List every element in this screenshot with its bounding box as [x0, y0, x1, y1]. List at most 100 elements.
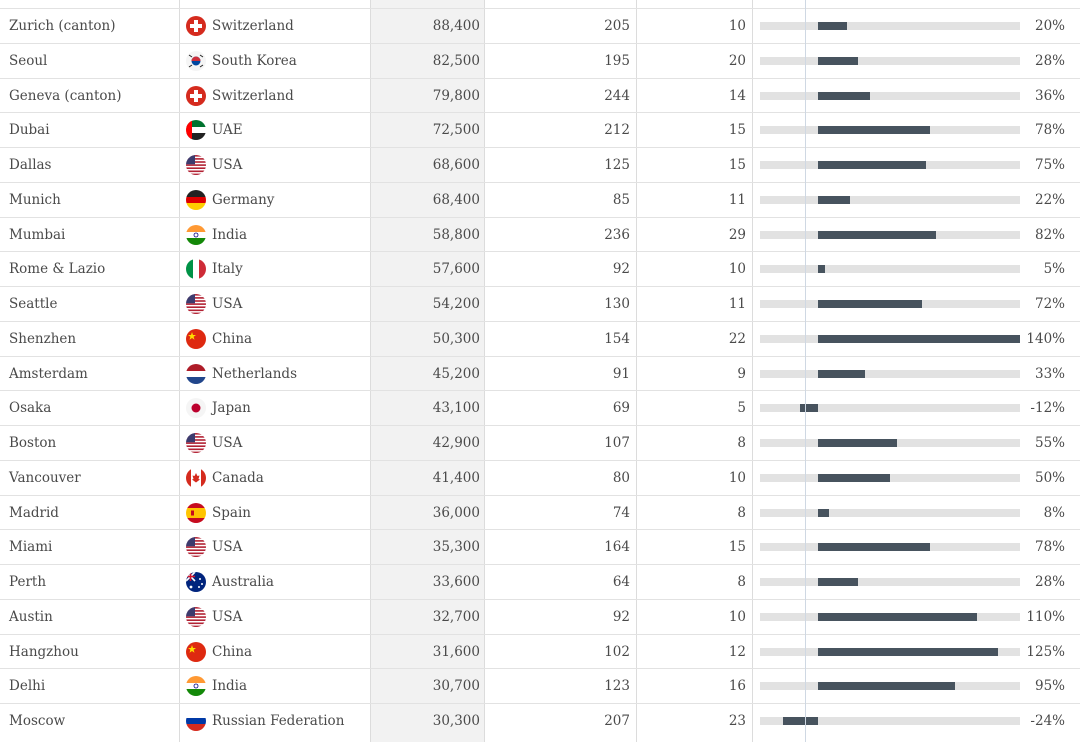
- city-name: Hangzhou: [9, 643, 79, 660]
- percent-label: 28%: [1034, 574, 1065, 590]
- value-column-1: 57,600: [432, 261, 480, 278]
- value-column-3: 15: [728, 539, 746, 556]
- percent-bar: [817, 369, 866, 378]
- country-name: USA: [212, 296, 243, 312]
- table-row[interactable]: Osaka Japan 43,100 69 5 -12%: [0, 390, 1080, 425]
- column-divider: [636, 0, 637, 742]
- value-column-2: 74: [612, 504, 630, 521]
- flag-netherlands-icon: [186, 363, 206, 384]
- percent-bar: [817, 56, 859, 65]
- percent-label: 78%: [1034, 122, 1065, 139]
- value-column-2: 123: [604, 678, 630, 695]
- value-column-1: 42,900: [432, 435, 480, 451]
- value-column-3: 8: [737, 435, 746, 451]
- value-column-2: 205: [604, 18, 630, 34]
- value-column-2: 164: [604, 539, 630, 556]
- value-column-3: 16: [728, 678, 746, 695]
- flag-china-icon: [186, 641, 206, 662]
- value-column-3: 9: [737, 365, 746, 382]
- value-column-1: 30,300: [432, 713, 480, 729]
- table-row[interactable]: Geneva (canton) Switzerland 79,800 244 14 36%: [0, 77, 1080, 113]
- value-column-3: 8: [737, 574, 746, 590]
- value-column-3: 10: [728, 608, 746, 625]
- city-name: Seoul: [9, 52, 48, 69]
- percent-bar: [817, 300, 922, 308]
- flag-switzerland-icon: [186, 85, 206, 106]
- percent-label: 110%: [1026, 608, 1065, 625]
- city-name: Delhi: [9, 678, 46, 695]
- city-name: Dallas: [9, 157, 52, 173]
- bar-track: [760, 578, 1020, 586]
- table-row[interactable]: Seoul South Korea 82,500 195 20 28%: [0, 42, 1080, 78]
- value-column-2: 154: [604, 330, 630, 347]
- country-name: Russian Federation: [212, 713, 345, 729]
- flag-australia-icon: [186, 572, 206, 592]
- table-row[interactable]: Dallas USA 68,600 125 15 75%: [0, 147, 1080, 182]
- flag-india-icon: [186, 676, 206, 697]
- table-row[interactable]: Vancouver Canada 41,400 80 10 50%: [0, 459, 1080, 495]
- value-column-3: 12: [728, 643, 746, 660]
- flag-spain-icon: [186, 502, 206, 523]
- percent-bar: [817, 22, 847, 30]
- value-column-2: 212: [604, 122, 630, 139]
- percent-bar: [817, 647, 999, 656]
- flag-usa-icon: [186, 155, 206, 175]
- flag-usa-icon: [186, 606, 206, 627]
- bar-track: [760, 91, 1020, 100]
- country-name: Switzerland: [212, 18, 294, 34]
- percent-bar: [800, 404, 818, 413]
- table-row[interactable]: Perth Australia 33,600 64 8 28%: [0, 564, 1080, 599]
- country-name: Australia: [212, 574, 274, 590]
- flag-usa-icon: [186, 433, 206, 453]
- bar-zero-line: [805, 0, 806, 742]
- table-row[interactable]: Zurich (canton) Switzerland 88,400 205 10 20%: [0, 8, 1080, 43]
- value-column-1: 45,200: [432, 365, 480, 382]
- flag-india-icon: [186, 224, 206, 245]
- value-column-3: 22: [728, 330, 746, 347]
- value-column-3: 10: [728, 18, 746, 34]
- city-name: Zurich (canton): [9, 18, 116, 34]
- table-row[interactable]: Madrid Spain 36,000 74 8 8%: [0, 494, 1080, 530]
- bar-track: [760, 473, 1020, 482]
- value-column-2: 91: [612, 365, 630, 382]
- table-row[interactable]: Shenzhen China 50,300 154 22 140%: [0, 320, 1080, 356]
- table-row[interactable]: Moscow Russian Federation 30,300 207 23 -24%: [0, 703, 1080, 738]
- table-row[interactable]: Munich Germany 68,400 85 11 22%: [0, 181, 1080, 217]
- city-name: Dubai: [9, 122, 50, 139]
- city-name: Vancouver: [9, 469, 81, 486]
- value-column-1: 43,100: [432, 400, 480, 417]
- city-name: Boston: [9, 435, 57, 451]
- value-column-2: 92: [612, 608, 630, 625]
- percent-label: 28%: [1034, 52, 1065, 69]
- table-row[interactable]: Amsterdam Netherlands 45,200 91 9 33%: [0, 355, 1080, 391]
- value-column-1: 50,300: [432, 330, 480, 347]
- table-row[interactable]: Dubai UAE 72,500 212 15 78%: [0, 112, 1080, 147]
- table-row[interactable]: Delhi India 30,700 123 16 95%: [0, 668, 1080, 703]
- table-row[interactable]: Mumbai India 58,800 236 29 82%: [0, 216, 1080, 252]
- percent-bar: [817, 439, 898, 447]
- table-row[interactable]: Austin USA 32,700 92 10 110%: [0, 598, 1080, 634]
- percent-bar: [817, 543, 931, 552]
- flag-russia-icon: [186, 711, 206, 731]
- flag-japan-icon: [186, 398, 206, 419]
- country-name: China: [212, 643, 253, 660]
- bar-track: [760, 508, 1020, 517]
- table-row[interactable]: Boston USA 42,900 107 8 55%: [0, 425, 1080, 460]
- flag-usa-icon: [186, 537, 206, 558]
- value-column-1: 35,300: [432, 539, 480, 556]
- table-row[interactable]: Rome & Lazio Italy 57,600 92 10 5%: [0, 251, 1080, 286]
- table-row[interactable]: Seattle USA 54,200 130 11 72%: [0, 286, 1080, 321]
- percent-label: 82%: [1034, 226, 1065, 243]
- city-name: Madrid: [9, 504, 59, 521]
- value-column-2: 102: [604, 643, 630, 660]
- bar-track: [760, 22, 1020, 30]
- country-name: USA: [212, 435, 243, 451]
- percent-label: 36%: [1034, 87, 1065, 104]
- country-name: Netherlands: [212, 365, 297, 382]
- table-row[interactable]: Hangzhou China 31,600 102 12 125%: [0, 633, 1080, 669]
- table-row[interactable]: Miami USA 35,300 164 15 78%: [0, 529, 1080, 564]
- value-column-2: 195: [604, 52, 630, 69]
- percent-label: 22%: [1034, 191, 1065, 208]
- percent-bar: [817, 612, 977, 621]
